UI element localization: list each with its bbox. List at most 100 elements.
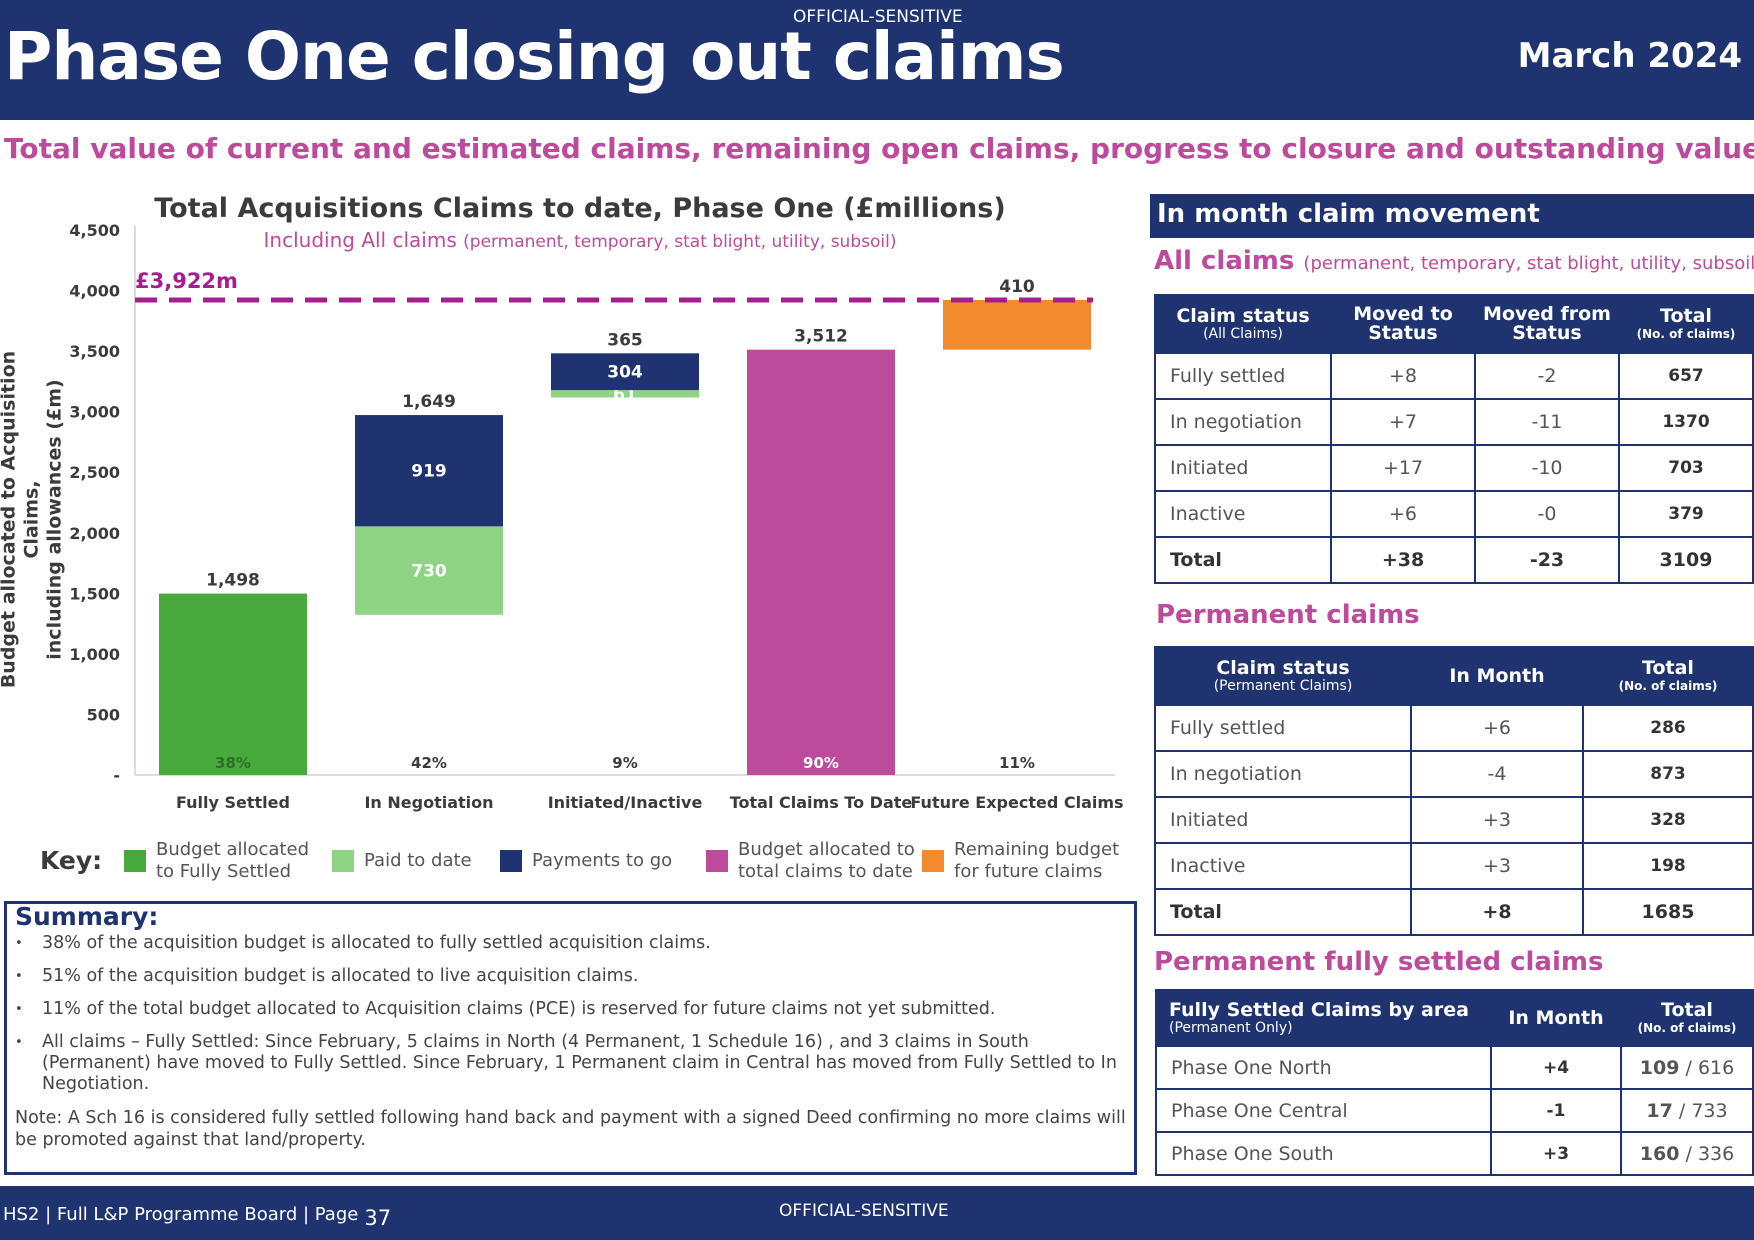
all-claims-heading: All claims (permanent, temporary, stat b… bbox=[1154, 246, 1754, 276]
summary-list: 38% of the acquisition budget is allocat… bbox=[15, 933, 1126, 1095]
footer-banner: HS2 | Full L&P Programme Board | Page 37 … bbox=[0, 1186, 1754, 1240]
summary-bullet: 38% of the acquisition budget is allocat… bbox=[15, 933, 1126, 954]
x-category-label: Total Claims To Date bbox=[730, 793, 913, 812]
y-tick-label: 1,500 bbox=[69, 584, 120, 603]
table-row: Fully settled +6 286 bbox=[1154, 704, 1754, 752]
table-header-row: Claim status (All Claims) Moved to Status … bbox=[1154, 294, 1754, 354]
x-category-label: Initiated/Inactive bbox=[548, 793, 703, 812]
table-header-row: Claim status (Permanent Claims) In Month … bbox=[1154, 646, 1754, 706]
chart-title: Total Acquisitions Claims to date, Phase… bbox=[154, 193, 1006, 224]
summary-bullet: 11% of the total budget allocated to Acq… bbox=[15, 999, 1126, 1020]
key-swatch bbox=[500, 850, 522, 872]
bar-segment bbox=[355, 526, 503, 615]
page-subheading: Total value of current and estimated cla… bbox=[4, 132, 1754, 165]
classification-label: OFFICIAL-SENSITIVE bbox=[793, 7, 963, 27]
key-swatch bbox=[332, 850, 354, 872]
report-period: March 2024 bbox=[1517, 36, 1742, 76]
key-item-total-claims: Budget allocated to total claims to date bbox=[706, 836, 915, 886]
panel-banner: In month claim movement bbox=[1150, 194, 1754, 238]
budget-reference-label: £3,922m bbox=[135, 269, 238, 293]
bar-total-label: 1,498 bbox=[206, 571, 260, 591]
bar-total-label: 410 bbox=[999, 277, 1035, 297]
table-total-row: Total +8 1685 bbox=[1154, 888, 1754, 936]
col-header-claim-status: Claim status (All Claims) bbox=[1154, 294, 1332, 354]
bar-value-label: 304 bbox=[607, 363, 643, 383]
key-label: Payments to go bbox=[532, 850, 673, 871]
bar-total-label: 3,512 bbox=[794, 327, 848, 347]
bar-percent-label: 42% bbox=[411, 754, 447, 772]
bar-segment bbox=[747, 349, 895, 775]
summary-bullet: All claims – Fully Settled: Since Februa… bbox=[15, 1032, 1126, 1095]
y-tick-label: 500 bbox=[87, 705, 120, 724]
bar-segment bbox=[551, 390, 699, 398]
key-item-payments-to-go: Payments to go bbox=[500, 836, 672, 886]
col-header-in-month: In Month bbox=[1410, 646, 1584, 706]
col-header-total: Total (No. of claims) bbox=[1620, 989, 1754, 1047]
summary-box: Summary: 38% of the acquisition budget i… bbox=[4, 901, 1137, 1175]
x-category-label: In Negotiation bbox=[364, 793, 493, 812]
bar-segment bbox=[943, 300, 1091, 350]
all-claims-table: Claim status (All Claims) Moved to Status … bbox=[1154, 294, 1754, 584]
key-title: Key: bbox=[40, 846, 103, 875]
y-tick-label: 3,000 bbox=[69, 403, 120, 422]
bar-percent-label: 11% bbox=[999, 754, 1035, 772]
chart-subtitle-main: Including All claims bbox=[263, 228, 457, 252]
table-row: Inactive +6 -0 379 bbox=[1154, 490, 1754, 538]
bar-segment bbox=[159, 593, 307, 775]
summary-title: Summary: bbox=[15, 902, 159, 931]
y-tick-label: 3,500 bbox=[69, 342, 120, 361]
key-item-paid-to-date: Paid to date bbox=[332, 836, 472, 886]
chart-key: Key: Budget allocated to Fully Settled Pa… bbox=[40, 836, 1130, 886]
bar-segment bbox=[355, 415, 503, 527]
chart-subtitle: Including All claims (permanent, tempora… bbox=[150, 228, 1010, 252]
bar-total-label: 365 bbox=[607, 330, 643, 350]
key-item-fully-settled: Budget allocated to Fully Settled bbox=[124, 836, 309, 886]
table-total-row: Total +38 -23 3109 bbox=[1154, 536, 1754, 584]
permanent-claims-table: Claim status (Permanent Claims) In Month … bbox=[1154, 646, 1754, 936]
settled-by-area-heading: Permanent fully settled claims bbox=[1154, 947, 1604, 977]
table-row: Phase One Central -1 17 / 733 bbox=[1155, 1088, 1754, 1133]
y-tick-label: 2,000 bbox=[69, 524, 120, 543]
col-header-in-month: In Month bbox=[1490, 989, 1622, 1047]
permanent-claims-heading: Permanent claims bbox=[1156, 600, 1420, 630]
summary-note: Note: A Sch 16 is considered fully settl… bbox=[15, 1108, 1126, 1150]
key-label: Paid to date bbox=[364, 850, 472, 871]
all-claims-heading-detail: (permanent, temporary, stat blight, util… bbox=[1303, 253, 1754, 274]
key-swatch bbox=[706, 850, 728, 872]
table-row: Fully settled +8 -2 657 bbox=[1154, 352, 1754, 400]
page-title: Phase One closing out claims bbox=[4, 18, 1065, 95]
table-row: Initiated +3 328 bbox=[1154, 796, 1754, 844]
bar-percent-label: 90% bbox=[803, 754, 839, 772]
y-tick-label: 4,000 bbox=[69, 282, 120, 301]
table-row: Initiated +17 -10 703 bbox=[1154, 444, 1754, 492]
chart-subtitle-detail: (permanent, temporary, stat blight, util… bbox=[463, 232, 897, 252]
key-label: Remaining budget for future claims bbox=[954, 839, 1120, 882]
page-number: 37 bbox=[364, 1206, 392, 1230]
key-label: Budget allocated to Fully Settled bbox=[156, 839, 309, 882]
bar-percent-label: 38% bbox=[215, 754, 251, 772]
table-row: In negotiation -4 873 bbox=[1154, 750, 1754, 798]
col-header-moved-to: Moved to Status bbox=[1330, 294, 1476, 354]
footer-classification: OFFICIAL-SENSITIVE bbox=[779, 1201, 949, 1221]
col-header-claim-status: Claim status (Permanent Claims) bbox=[1154, 646, 1412, 706]
key-item-future-claims: Remaining budget for future claims bbox=[922, 836, 1119, 886]
y-tick-label: - bbox=[113, 766, 120, 785]
y-tick-label: 4,500 bbox=[69, 221, 120, 240]
waterfall-chart: - 500 1,000 1,500 2,000 2,500 3,000 3,500 4,000 4… bbox=[69, 221, 1123, 812]
table-row: Phase One North +4 109 / 616 bbox=[1155, 1045, 1754, 1090]
header-banner: OFFICIAL-SENSITIVE Phase One closing out… bbox=[0, 0, 1754, 120]
footer-document-info: HS2 | Full L&P Programme Board | Page 37 bbox=[3, 1204, 392, 1230]
bar-segment bbox=[551, 353, 699, 391]
key-label: Budget allocated to total claims to date bbox=[738, 839, 915, 882]
table-row: Phase One South +3 160 / 336 bbox=[1155, 1131, 1754, 1176]
bar-total-label: 1,649 bbox=[402, 392, 456, 412]
x-category-label: Fully Settled bbox=[176, 793, 290, 812]
col-header-total: Total (No. of claims) bbox=[1582, 646, 1754, 706]
summary-bullet: 51% of the acquisition budget is allocat… bbox=[15, 966, 1126, 987]
col-header-moved-from: Moved from Status bbox=[1474, 294, 1620, 354]
col-header-total: Total (No. of claims) bbox=[1618, 294, 1754, 354]
table-header-row: Fully Settled Claims by area (Permanent O… bbox=[1155, 989, 1754, 1047]
bar-value-label: 919 bbox=[411, 462, 447, 482]
y-tick-label: 2,500 bbox=[69, 463, 120, 482]
x-category-label: Future Expected Claims bbox=[910, 793, 1123, 812]
